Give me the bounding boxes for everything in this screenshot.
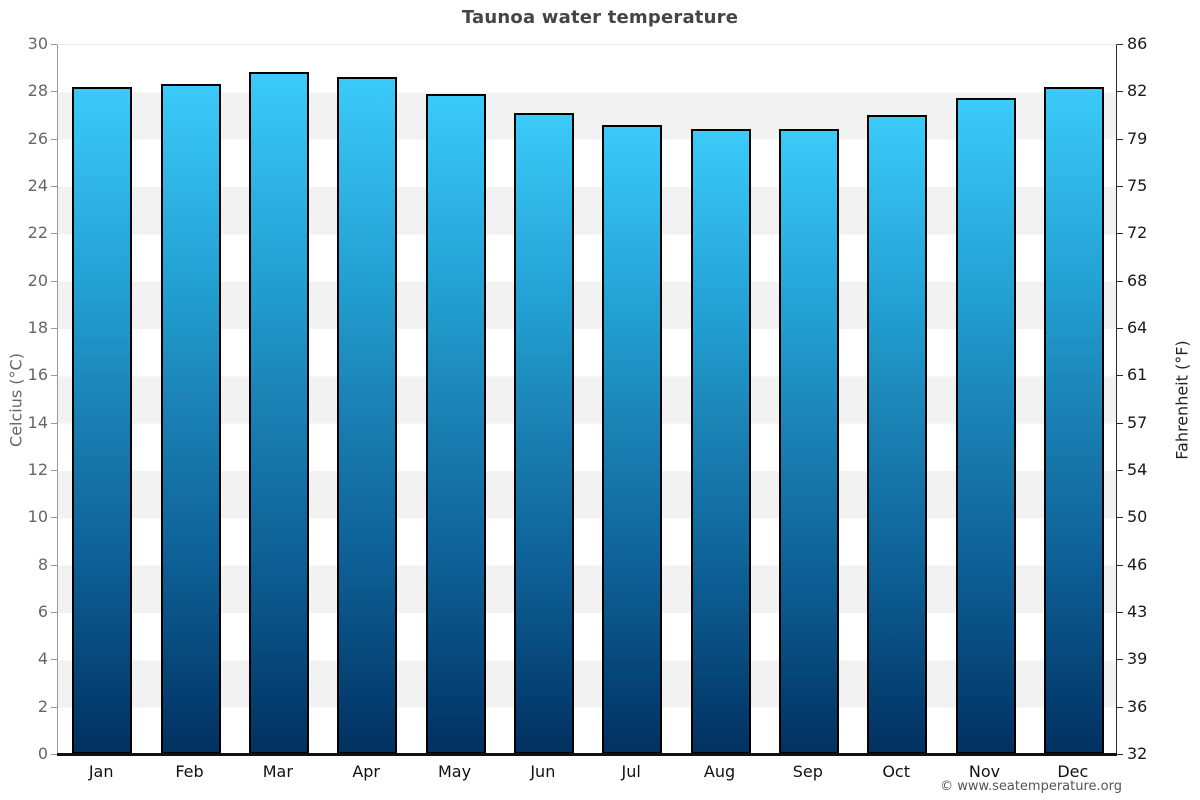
bar-apr[interactable] — [337, 77, 398, 754]
y-tick-mark-left — [51, 517, 57, 519]
y-tick-mark-left — [51, 138, 57, 140]
bar-oct[interactable] — [867, 115, 928, 754]
x-tick-label-oct: Oct — [882, 762, 910, 781]
y-tick-label-f-39: 39 — [1127, 649, 1148, 669]
y-tick-mark-right — [1117, 612, 1123, 613]
y-tick-label-f-64: 64 — [1127, 318, 1148, 337]
y-tick-label-f-57: 57 — [1127, 412, 1148, 432]
x-axis-baseline — [57, 753, 1117, 756]
y-tick-label-c-26: 26 — [27, 128, 48, 148]
bar-nov[interactable] — [955, 98, 1016, 754]
y-tick-label-f-79: 79 — [1127, 128, 1148, 148]
copyright-credit: © www.seatemperature.org — [940, 779, 1122, 794]
y-tick-mark-right — [1117, 328, 1123, 329]
y-tick-mark-left — [51, 186, 57, 187]
x-tick-label-mar: Mar — [262, 762, 293, 781]
x-tick-label-apr: Apr — [352, 762, 380, 781]
bar-sep[interactable] — [778, 129, 839, 754]
y-tick-mark-right — [1117, 233, 1123, 235]
y-tick-mark-left — [51, 328, 57, 329]
x-tick-label-aug: Aug — [703, 762, 736, 781]
bar-aug[interactable] — [690, 129, 751, 754]
y-tick-mark-right — [1117, 186, 1123, 187]
y-tick-mark-left — [51, 44, 57, 45]
x-tick-label-nov: Nov — [968, 762, 1001, 781]
y-tick-label-c-18: 18 — [27, 318, 48, 337]
y-tick-label-c-12: 12 — [27, 460, 48, 479]
y-tick-label-c-2: 2 — [37, 696, 48, 716]
y-tick-label-f-43: 43 — [1127, 602, 1148, 621]
bar-dec[interactable] — [1043, 86, 1104, 754]
y-tick-label-c-8: 8 — [37, 554, 48, 574]
y-tick-label-f-75: 75 — [1127, 176, 1148, 195]
x-tick-label-feb: Feb — [175, 762, 204, 781]
y-axis-title-fahrenheit: Fahrenheit (°F) — [1172, 340, 1192, 460]
y-tick-label-c-22: 22 — [27, 223, 48, 243]
x-tick-label-may: May — [437, 762, 472, 781]
y-tick-mark-right — [1117, 754, 1123, 755]
y-tick-label-f-36: 36 — [1127, 696, 1148, 716]
y-tick-mark-right — [1117, 470, 1123, 471]
x-tick-label-jan: Jan — [88, 762, 114, 781]
y-tick-label-f-82: 82 — [1127, 81, 1148, 101]
bar-jan[interactable] — [72, 86, 133, 754]
y-tick-mark-left — [51, 91, 57, 93]
y-tick-mark-left — [51, 470, 57, 471]
bar-feb[interactable] — [160, 84, 221, 754]
y-tick-mark-right — [1117, 375, 1123, 377]
y-tick-label-c-16: 16 — [27, 365, 48, 385]
y-tick-mark-left — [51, 659, 57, 661]
y-tick-label-c-4: 4 — [37, 649, 48, 669]
y-tick-label-f-72: 72 — [1127, 223, 1148, 243]
bar-jun[interactable] — [513, 112, 574, 754]
x-tick-label-dec: Dec — [1057, 762, 1089, 781]
y-tick-label-f-50: 50 — [1127, 507, 1148, 527]
y-tick-mark-left — [51, 422, 57, 424]
y-tick-mark-right — [1117, 517, 1123, 519]
y-tick-mark-right — [1117, 706, 1123, 708]
y-tick-mark-right — [1117, 659, 1123, 661]
bar-jul[interactable] — [602, 124, 663, 754]
y-tick-mark-right — [1117, 422, 1123, 424]
y-tick-label-c-14: 14 — [27, 412, 48, 432]
y-tick-label-c-28: 28 — [27, 81, 48, 101]
plot-area — [57, 44, 1117, 756]
y-tick-label-f-61: 61 — [1127, 365, 1148, 385]
y-tick-mark-right — [1117, 91, 1123, 93]
y-tick-label-c-0: 0 — [37, 744, 48, 763]
y-tick-label-f-54: 54 — [1127, 460, 1148, 479]
y-tick-mark-left — [51, 754, 57, 755]
y-tick-label-c-6: 6 — [37, 602, 48, 621]
y-tick-mark-right — [1117, 44, 1123, 45]
y-tick-mark-left — [51, 280, 57, 282]
y-tick-mark-left — [51, 375, 57, 377]
y-tick-label-c-24: 24 — [27, 176, 48, 195]
y-tick-label-f-68: 68 — [1127, 270, 1148, 290]
y-tick-mark-left — [51, 706, 57, 708]
y-tick-mark-left — [51, 564, 57, 566]
y-tick-mark-left — [51, 612, 57, 613]
y-tick-label-c-30: 30 — [27, 34, 48, 53]
x-tick-label-jul: Jul — [621, 762, 641, 781]
bar-may[interactable] — [425, 93, 486, 754]
y-tick-label-f-46: 46 — [1127, 554, 1148, 574]
y-tick-label-c-10: 10 — [27, 507, 48, 527]
y-tick-mark-left — [51, 233, 57, 235]
y-tick-mark-right — [1117, 280, 1123, 282]
bar-mar[interactable] — [248, 72, 309, 754]
y-tick-label-f-32: 32 — [1127, 744, 1148, 763]
x-tick-label-jun: Jun — [530, 762, 556, 781]
y-tick-mark-right — [1117, 564, 1123, 566]
y-tick-label-c-20: 20 — [27, 270, 48, 290]
y-tick-label-f-86: 86 — [1127, 34, 1148, 53]
chart-title: Taunoa water temperature — [461, 7, 739, 28]
y-tick-mark-right — [1117, 138, 1123, 140]
x-tick-label-sep: Sep — [792, 762, 823, 781]
